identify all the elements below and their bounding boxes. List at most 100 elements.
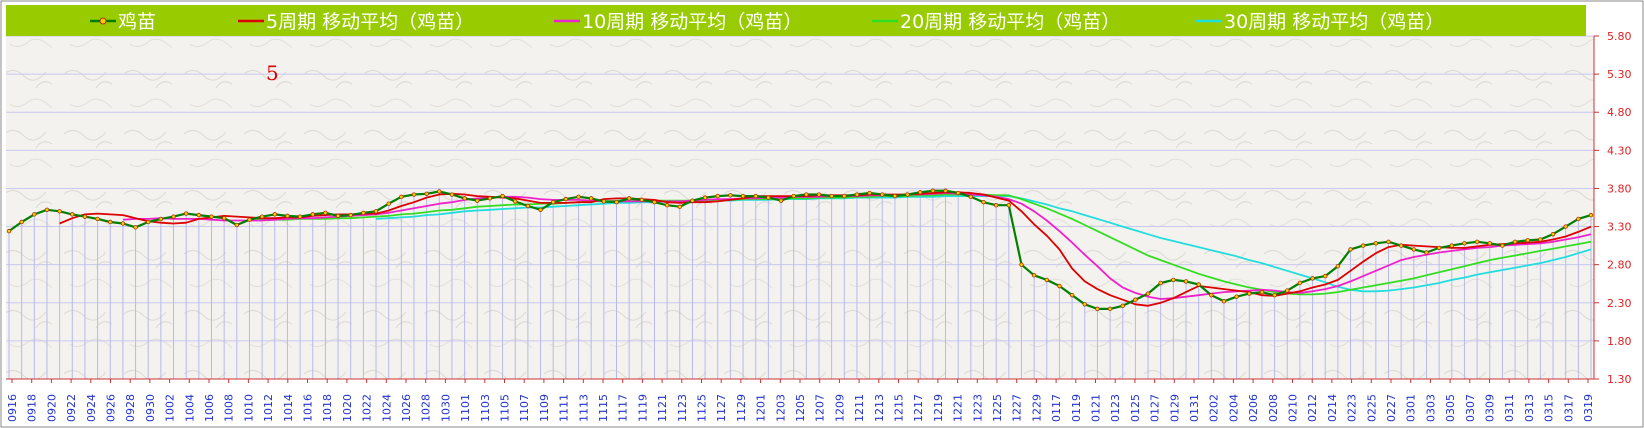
x-tick-label-9: 1004 [183, 394, 196, 422]
x-tick-label-69: 0225 [1365, 394, 1378, 422]
marker-112 [1424, 250, 1429, 255]
x-tick-label-51: 1227 [1011, 394, 1024, 422]
marker-28 [361, 210, 366, 216]
legend-label-2: 10周期 移动平均（鸡苗） [582, 11, 802, 33]
marker-25 [323, 210, 328, 216]
y-tick-label-6: 4.30 [1607, 144, 1632, 157]
x-tick-label-52: 1229 [1030, 394, 1043, 422]
x-tick-label-42: 1209 [833, 394, 846, 422]
x-tick-label-14: 1014 [282, 394, 295, 422]
x-tick-label-10: 1006 [203, 394, 216, 422]
marker-20 [259, 214, 265, 219]
y-tick-label-3: 2.80 [1607, 259, 1632, 272]
x-tick-label-3: 0922 [65, 394, 78, 422]
marker-10 [133, 225, 138, 230]
x-tick-label-47: 1219 [932, 394, 945, 422]
marker-109 [1386, 239, 1391, 244]
marker-118 [1500, 243, 1505, 248]
marker-55 [702, 195, 708, 200]
marker-17 [221, 215, 227, 221]
x-tick-label-53: 0117 [1050, 394, 1063, 422]
marker-0 [6, 228, 12, 234]
marker-88 [1120, 303, 1125, 309]
marker-22 [285, 213, 290, 219]
x-tick-label-80: 0319 [1582, 394, 1595, 422]
x-tick-label-34: 1123 [676, 394, 689, 422]
marker-78 [993, 203, 999, 208]
marker-84 [1069, 292, 1075, 298]
marker-95 [1209, 292, 1214, 298]
x-tick-label-2: 0920 [45, 394, 58, 422]
marker-122 [1550, 231, 1556, 237]
marker-97 [1234, 294, 1239, 299]
x-tick-label-56: 0123 [1109, 394, 1122, 422]
x-tick-label-43: 1211 [853, 394, 866, 422]
x-tick-label-26: 1107 [518, 394, 531, 422]
series-markers [6, 188, 1594, 312]
legend-label-1: 5周期 移动平均（鸡苗） [266, 11, 474, 33]
marker-93 [1183, 279, 1189, 284]
marker-60 [766, 195, 771, 200]
marker-7 [95, 216, 100, 222]
y-tick-label-2: 2.30 [1607, 297, 1632, 310]
marker-82 [1044, 277, 1049, 283]
x-tick-label-49: 1223 [971, 394, 984, 422]
x-tick-label-23: 1101 [459, 394, 472, 422]
marker-13 [171, 214, 176, 219]
marker-86 [1095, 306, 1100, 312]
marker-73 [930, 188, 936, 193]
marker-113 [1436, 245, 1442, 251]
marker-63 [804, 192, 809, 197]
x-tick-label-22: 1030 [439, 394, 452, 422]
marker-85 [1082, 302, 1087, 307]
marker-115 [1462, 241, 1467, 246]
marker-111 [1411, 247, 1417, 252]
marker-4 [57, 209, 62, 214]
marker-72 [918, 190, 923, 195]
marker-74 [943, 188, 948, 193]
marker-44 [563, 196, 569, 202]
marker-66 [842, 193, 847, 199]
marker-120 [1525, 238, 1530, 243]
marker-101 [1285, 288, 1290, 293]
marker-107 [1360, 243, 1366, 248]
marker-14 [183, 211, 189, 216]
legend-bar [6, 5, 1586, 36]
marker-48 [614, 199, 619, 205]
x-tick-label-70: 0227 [1385, 394, 1398, 422]
x-tick-label-25: 1105 [499, 394, 512, 422]
y-tick-label-5: 3.80 [1607, 182, 1632, 195]
marker-47 [601, 199, 607, 204]
x-tick-label-57: 0125 [1129, 394, 1142, 422]
marker-45 [576, 194, 581, 200]
marker-11 [146, 219, 151, 225]
x-tick-label-39: 1203 [774, 394, 787, 422]
marker-29 [373, 209, 379, 214]
marker-15 [196, 212, 202, 218]
annotation-label: 5 [266, 61, 279, 85]
marker-83 [1057, 283, 1062, 289]
x-tick-label-11: 1008 [223, 394, 236, 422]
marker-61 [778, 198, 784, 203]
marker-81 [1031, 273, 1037, 278]
legend-label-3: 20周期 移动平均（鸡苗） [900, 11, 1120, 33]
marker-99 [1259, 289, 1265, 295]
marker-98 [1247, 291, 1252, 296]
x-tick-label-32: 1119 [636, 394, 649, 422]
marker-16 [209, 214, 214, 219]
x-tick-label-60: 0131 [1188, 394, 1201, 422]
x-tick-label-74: 0307 [1464, 394, 1477, 422]
legend-label-0: 鸡苗 [118, 11, 156, 33]
marker-34 [437, 189, 442, 194]
x-tick-label-79: 0317 [1562, 394, 1575, 422]
marker-114 [1449, 243, 1454, 248]
x-tick-label-72: 0303 [1424, 394, 1437, 422]
legend-marker-0 [99, 17, 107, 25]
x-tick-label-30: 1115 [597, 394, 610, 422]
x-tick-label-65: 0210 [1287, 394, 1300, 422]
x-tick-label-17: 1020 [341, 394, 354, 422]
x-tick-label-37: 1129 [735, 394, 748, 422]
marker-26 [335, 213, 341, 219]
marker-51 [652, 199, 657, 205]
